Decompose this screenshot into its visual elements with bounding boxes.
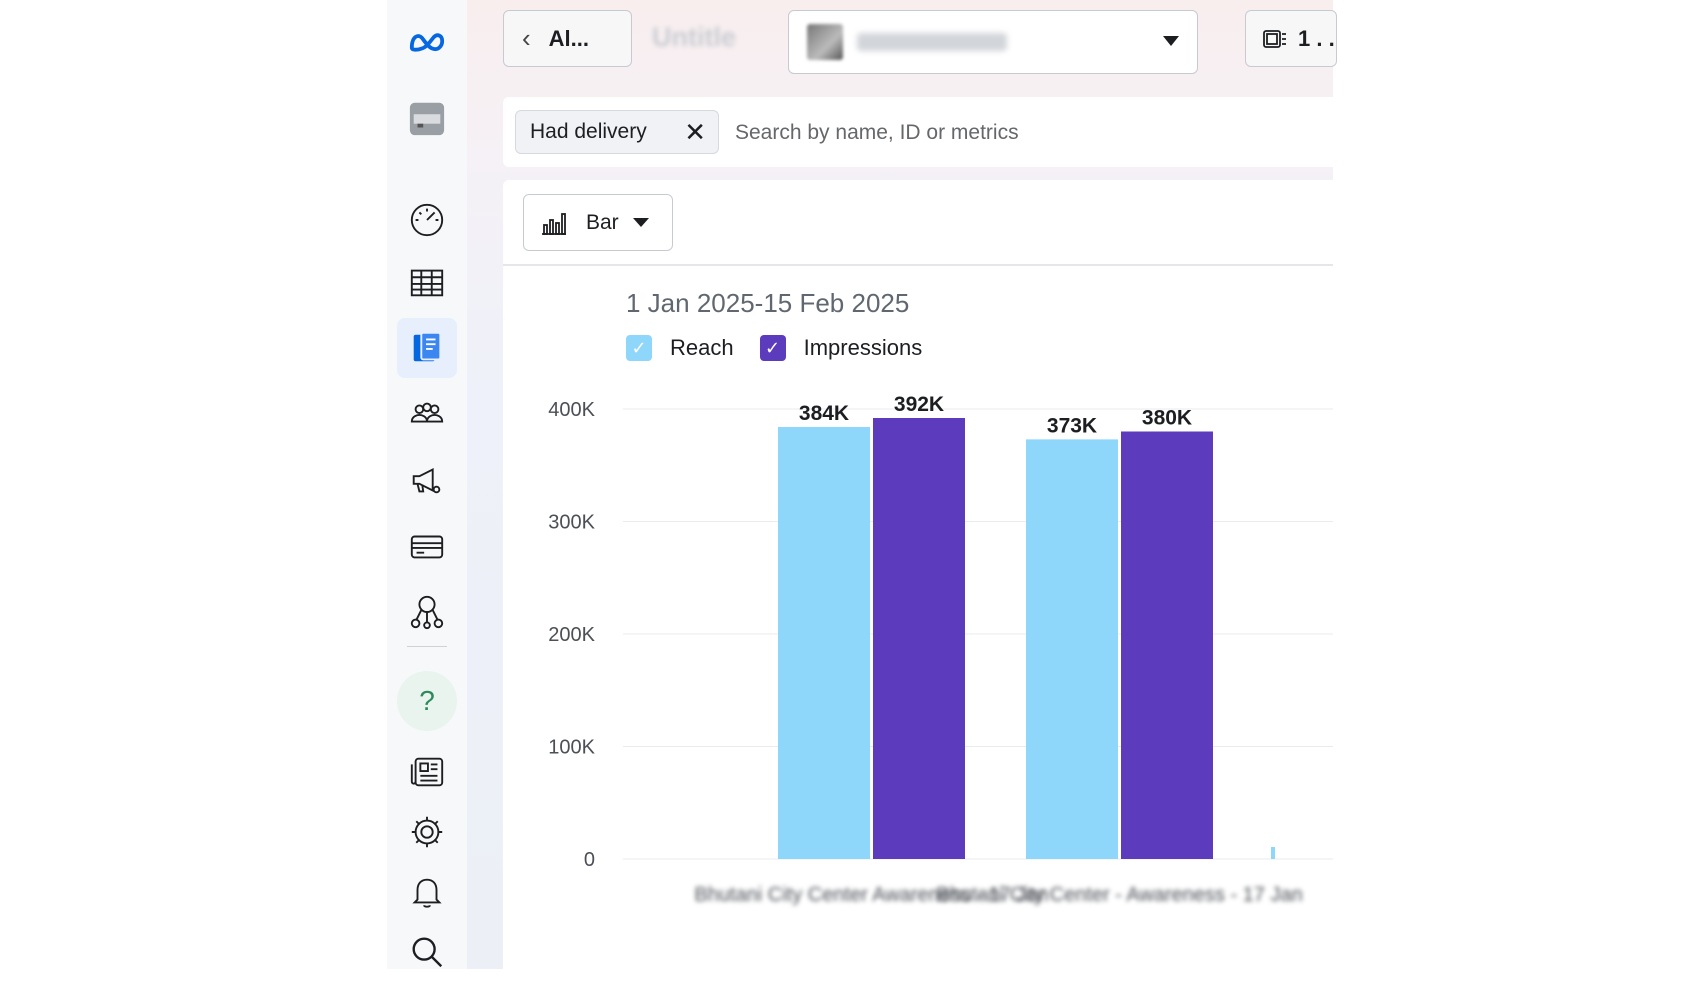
settings-gear-icon[interactable]	[397, 802, 457, 862]
y-tick-label: 300K	[548, 512, 595, 534]
audiences-icon[interactable]	[397, 384, 457, 444]
meta-logo-icon[interactable]	[397, 12, 457, 72]
x-tick-label: Bhutani City Center - Awareness - 17 Jan	[936, 884, 1302, 906]
y-tick-label: 100K	[548, 737, 595, 759]
report-title[interactable]: Untitle	[652, 22, 736, 52]
caret-down-icon	[1163, 36, 1179, 46]
data-label: 392K	[894, 393, 944, 416]
checkbox-checked-icon[interactable]: ✓	[759, 335, 786, 361]
account-thumbnail	[807, 24, 843, 60]
left-sidebar: ?	[387, 0, 468, 969]
bar-reach[interactable]	[1026, 439, 1118, 859]
help-icon: ?	[419, 685, 435, 716]
checkbox-checked-icon[interactable]: ✓	[626, 335, 652, 361]
account-name-blurred	[857, 33, 1007, 51]
news-icon[interactable]	[397, 742, 457, 802]
chart-legend: ✓ Reach ✓ Impressions	[626, 335, 948, 361]
sidebar-divider	[407, 646, 447, 647]
notifications-bell-icon[interactable]	[397, 862, 457, 922]
chart-type-dropdown[interactable]: Bar	[523, 194, 673, 251]
bar-impressions[interactable]	[1121, 431, 1213, 860]
close-icon[interactable]: ✕	[684, 117, 706, 147]
caret-down-icon	[632, 218, 649, 227]
columns-button-label: 1 . .	[1298, 25, 1335, 51]
help-button[interactable]: ?	[397, 671, 457, 731]
reports-icon[interactable]	[397, 318, 457, 378]
bar-chart-icon	[542, 212, 566, 235]
legend-impressions[interactable]: ✓ Impressions	[759, 335, 923, 361]
back-button-label: Al...	[548, 25, 590, 51]
search-input[interactable]	[733, 111, 1297, 155]
chart-toolbar: Bar	[503, 180, 1333, 266]
y-tick-label: 400K	[548, 399, 595, 421]
back-button[interactable]: ‹ Al...	[503, 10, 632, 67]
data-label: 384K	[799, 402, 849, 425]
dashboard-gauge-icon[interactable]	[397, 190, 457, 250]
filter-chip-had-delivery[interactable]: Had delivery ✕	[515, 110, 719, 154]
y-tick-label: 200K	[548, 624, 595, 646]
columns-button[interactable]: 1 . .	[1245, 10, 1337, 67]
account-selector[interactable]	[788, 10, 1198, 74]
y-tick-label: 0	[584, 849, 595, 871]
x-tick-label: Bhutani City Center Awareness - 17 Jan	[694, 884, 1048, 906]
columns-icon	[1263, 29, 1286, 48]
campaign-megaphone-icon[interactable]	[397, 450, 457, 510]
chart-date-range: 1 Jan 2025-15 Feb 2025	[626, 288, 910, 318]
legend-reach[interactable]: ✓ Reach	[626, 335, 734, 361]
billing-card-icon[interactable]	[397, 516, 457, 576]
bar-reach[interactable]	[778, 427, 870, 859]
bar-impressions[interactable]	[873, 418, 965, 859]
account-avatar-icon[interactable]	[397, 88, 457, 148]
bar-partial	[1271, 847, 1275, 859]
filter-bar: Had delivery ✕	[503, 97, 1333, 167]
data-label: 380K	[1142, 407, 1192, 430]
table-icon[interactable]	[397, 252, 457, 312]
data-label: 373K	[1047, 414, 1097, 437]
search-icon[interactable]	[397, 922, 457, 982]
chevron-left-icon: ‹	[522, 23, 531, 53]
legend-reach-label: Reach	[670, 335, 734, 360]
filter-chip-label: Had delivery	[530, 120, 647, 143]
business-network-icon[interactable]	[397, 582, 457, 642]
bar-chart: 0 100K 200K 300K 400K 384K 392K Bhutani City Ce…	[548, 393, 1333, 906]
legend-impressions-label: Impressions	[803, 335, 923, 360]
chart-type-label: Bar	[586, 210, 619, 234]
